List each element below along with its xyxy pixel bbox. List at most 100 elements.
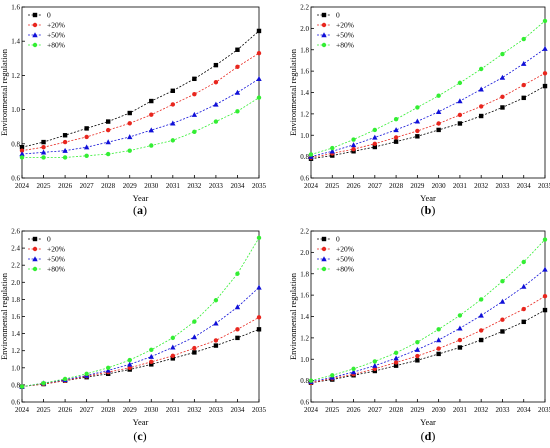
- legend-marker: [321, 256, 327, 262]
- y-tick-label: 1.2: [300, 110, 309, 118]
- data-point: [256, 50, 262, 56]
- data-point: [393, 117, 399, 122]
- data-point: [478, 104, 484, 109]
- legend-label: 0: [47, 235, 51, 244]
- data-point: [149, 98, 154, 104]
- y-tick-label: 1.4: [11, 330, 20, 338]
- data-point: [213, 101, 219, 107]
- data-point: [542, 18, 548, 24]
- data-point: [521, 259, 526, 265]
- series-4: [19, 235, 262, 389]
- data-point: [41, 380, 46, 386]
- x-tick-label: 2024: [304, 406, 319, 414]
- legend: 0+20%+50%+80%: [317, 235, 354, 274]
- data-point: [84, 371, 89, 376]
- data-point: [83, 144, 90, 150]
- data-point: [148, 353, 154, 359]
- data-point: [213, 343, 219, 348]
- data-point: [542, 71, 548, 76]
- legend-label: +80%: [336, 265, 354, 274]
- y-tick-label: 0.6: [11, 399, 20, 407]
- legend-marker: [32, 236, 38, 242]
- series-2: [308, 293, 548, 385]
- data-point: [308, 378, 314, 383]
- x-tick-label: 2035: [252, 406, 267, 414]
- y-tick-label: 1.4: [300, 89, 309, 97]
- series-line: [21, 30, 260, 148]
- y-tick-label: 0.8: [11, 381, 20, 389]
- data-point: [393, 363, 399, 368]
- data-point: [235, 47, 240, 52]
- data-point: [414, 118, 421, 124]
- legend-label: 0: [336, 11, 340, 20]
- chart-panel-c: 0.6 0.8 1.0 1.2 1.4 1.6 1.8 2.0 2.2 2.4 2.6 2024 202…: [0, 228, 267, 444]
- legend-marker: [32, 22, 38, 28]
- data-point: [415, 105, 420, 110]
- y-tick-label: 1.6: [11, 4, 20, 12]
- x-axis-title: Year: [420, 193, 436, 203]
- data-point: [149, 143, 154, 148]
- legend-marker: [321, 236, 327, 242]
- series-1: [19, 28, 262, 150]
- y-tick-label: 1.4: [300, 313, 309, 321]
- legend-label: +80%: [336, 41, 354, 50]
- data-point: [170, 88, 176, 93]
- series-2: [19, 50, 262, 153]
- series-3: [308, 45, 548, 159]
- y-tick-label: 0.8: [11, 140, 20, 148]
- panel-letter: b: [425, 203, 432, 217]
- data-point: [542, 237, 548, 242]
- x-tick-label: 2025: [37, 406, 52, 414]
- x-tick-label: 2027: [368, 182, 383, 190]
- y-axis-title: Environmental regulation: [288, 272, 298, 360]
- data-point: [170, 356, 176, 361]
- data-point: [19, 384, 25, 389]
- data-point: [521, 60, 527, 66]
- data-point: [105, 367, 111, 373]
- y-tick-label: 1.0: [11, 106, 20, 114]
- data-point: [192, 319, 197, 324]
- data-point: [256, 235, 262, 241]
- data-point: [436, 351, 441, 357]
- y-tick-label: 1.6: [300, 292, 309, 300]
- data-point: [62, 155, 68, 160]
- data-point: [542, 266, 548, 272]
- data-point: [393, 135, 399, 140]
- x-tick-label: 2034: [517, 182, 532, 190]
- x-tick-label: 2035: [538, 406, 550, 414]
- y-tick-label: 1.2: [300, 334, 309, 342]
- data-point: [170, 120, 176, 126]
- legend: 0+20%+50%+80%: [317, 11, 354, 50]
- legend-marker: [32, 266, 38, 272]
- legend-marker: [32, 12, 38, 18]
- data-point: [521, 306, 526, 312]
- data-point: [415, 134, 420, 139]
- data-point: [393, 355, 399, 361]
- x-tick-label: 2029: [410, 406, 425, 414]
- data-point: [457, 80, 463, 86]
- y-tick-label: 1.2: [11, 347, 20, 355]
- data-point: [542, 307, 548, 313]
- series-line: [21, 328, 260, 388]
- data-point: [41, 155, 46, 160]
- data-point: [149, 359, 154, 365]
- legend-marker: [32, 42, 38, 48]
- data-point: [372, 362, 378, 368]
- x-tick-label: 2032: [187, 406, 202, 414]
- data-point: [105, 365, 111, 370]
- x-tick-label: 2027: [80, 182, 95, 190]
- data-point: [62, 147, 68, 153]
- panel-letter: a: [137, 203, 143, 217]
- y-tick-label: 1.6: [11, 313, 20, 321]
- y-tick-label: 0.6: [300, 175, 309, 183]
- series-line: [21, 287, 260, 388]
- x-tick-label: 2035: [538, 182, 550, 190]
- legend-label: +20%: [336, 21, 354, 30]
- data-point: [170, 353, 176, 359]
- data-point: [457, 313, 463, 318]
- panel-label: (a): [133, 203, 147, 217]
- x-tick-label: 2031: [166, 406, 181, 414]
- data-point: [213, 338, 219, 343]
- x-tick-label: 2033: [495, 182, 510, 190]
- series-4: [19, 95, 262, 160]
